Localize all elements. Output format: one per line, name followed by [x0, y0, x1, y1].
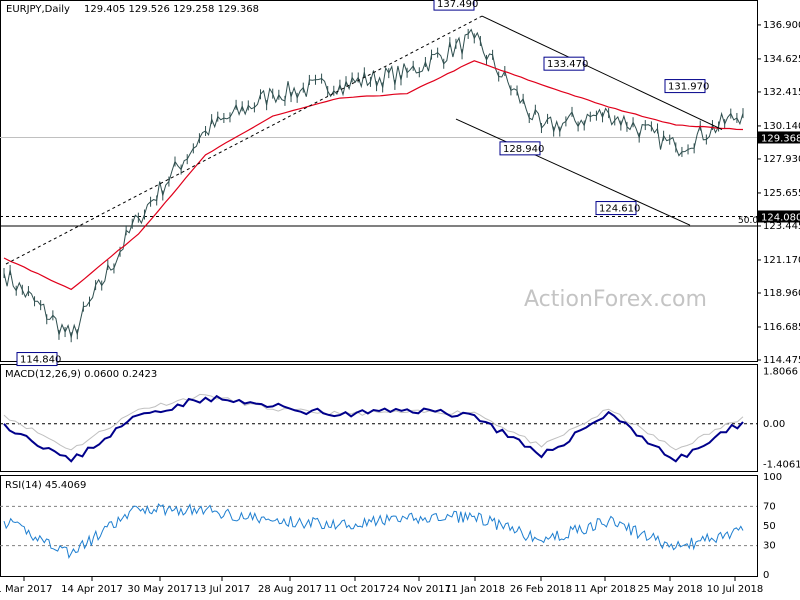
level-annotation-box: [16, 352, 58, 367]
x-tick-label: 10 Jul 2018: [707, 584, 764, 595]
fib-50-label: 50.0: [738, 216, 758, 226]
price-y-tick-label: 132.415: [763, 87, 800, 98]
x-tick-label: 24 Nov 2017: [387, 584, 451, 595]
level-annotation-box: [595, 201, 637, 216]
macd-y-tick-label: 1.8066: [763, 367, 798, 378]
symbol-title: EURJPY,Daily: [6, 4, 70, 15]
x-tick-label: 28 Aug 2017: [258, 584, 322, 595]
macd-y-tick-label: 0.00: [763, 419, 785, 430]
price-panel: 136.900 134.625 132.415 130.140 127.930 125.6…: [0, 0, 800, 367]
price-y-tick-label: 123.445: [763, 221, 800, 232]
watermark: ActionForex.com: [524, 287, 707, 312]
level-annotation-box: [499, 141, 541, 156]
price-series-line: [3, 28, 744, 340]
macd-panel-frame: [0, 364, 758, 472]
level-annotation-label: 131.970: [668, 82, 709, 93]
x-tick-label: 25 May 2018: [637, 584, 702, 595]
rsi-y-tick-label: 50: [763, 521, 776, 532]
channel-lower-line: [455, 118, 691, 226]
price-y-tick-label: 121.170: [763, 255, 800, 266]
x-tick-label: 1 Mar 2017: [0, 584, 53, 595]
moving-average-line: [3, 60, 744, 291]
price-y-tick-label: 134.625: [763, 54, 800, 65]
price-y-tick-label: 127.930: [763, 154, 800, 165]
macd-panel: 1.8066 0.00 -1.4061: [0, 367, 800, 470]
price-y-tick-label: 130.140: [763, 121, 800, 132]
level-annotation-box: [664, 79, 706, 94]
x-tick-label: 11 Apr 2018: [574, 584, 636, 595]
macd-line: [3, 394, 744, 463]
channel-upper-line: [481, 15, 723, 130]
macd-title: MACD(12,26,9) 0.0600 0.2423: [5, 369, 157, 380]
level-annotation-box: [543, 56, 585, 71]
price-y-tick-label: 136.900: [763, 20, 800, 31]
rsi-panel: 100 70 50 30 0: [0, 472, 782, 581]
x-tick-label: 13 Jul 2017: [194, 584, 251, 595]
support-level-tag-bg: [758, 210, 800, 223]
rsi-line: [3, 503, 744, 560]
support-level-tag: 124.080: [761, 212, 800, 223]
level-annotation-label: 128.940: [503, 144, 544, 155]
level-annotation-label: 137.490: [437, 0, 478, 10]
price-y-tick-label: 114.475: [763, 355, 800, 366]
rising-trendline-dashed: [5, 15, 483, 265]
rsi-y-tick-label: 30: [763, 541, 776, 552]
rsi-y-tick-label: 0: [763, 570, 769, 581]
rsi-panel-frame: [0, 475, 758, 577]
macd-y-tick-label: -1.4061: [763, 459, 800, 470]
level-annotation-label: 124.610: [599, 204, 640, 215]
price-y-tick-label: 125.655: [763, 188, 800, 199]
rsi-y-tick-label: 70: [763, 501, 776, 512]
price-y-tick-label: 116.685: [763, 322, 800, 333]
x-axis: 1 Mar 2017 14 Apr 2017 30 May 2017 13 Jul 2…: [0, 576, 763, 595]
x-tick-label: 11 Jan 2018: [445, 584, 505, 595]
x-tick-label: 30 May 2017: [127, 584, 192, 595]
level-annotation-label: 114.840: [20, 355, 61, 366]
current-price-tag: 129.368: [761, 133, 800, 144]
level-annotation-box: [433, 0, 475, 11]
x-tick-label: 14 Apr 2017: [61, 584, 123, 595]
ohlc-readout: 129.405 129.526 129.258 129.368: [84, 4, 259, 15]
x-tick-label: 11 Oct 2017: [324, 584, 386, 595]
macd-signal-line: [3, 393, 744, 451]
level-annotation-label: 133.470: [547, 59, 588, 70]
rsi-y-tick-label: 100: [763, 472, 782, 483]
current-price-tag-bg: [758, 131, 800, 144]
price-panel-frame: [0, 0, 758, 362]
x-tick-label: 26 Feb 2018: [510, 584, 572, 595]
rsi-title: RSI(14) 45.4069: [5, 480, 86, 491]
price-y-tick-label: 118.960: [763, 288, 800, 299]
